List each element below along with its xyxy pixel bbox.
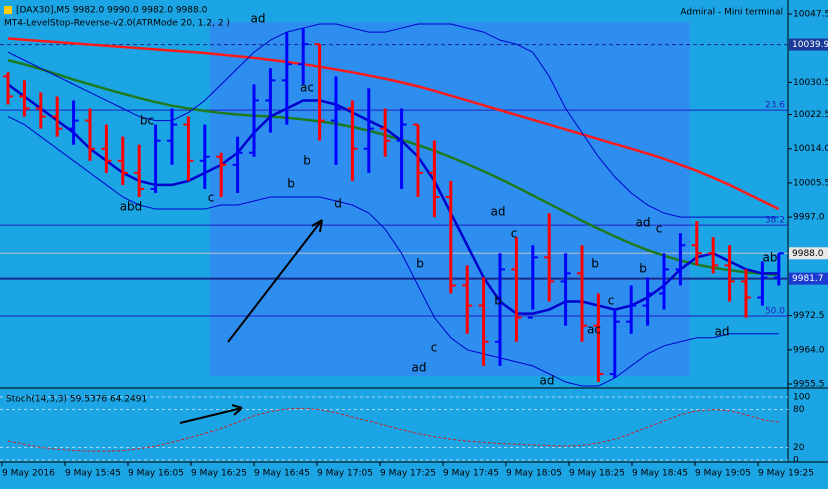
- annotation: ad: [491, 205, 506, 219]
- annotation: ad: [636, 216, 651, 230]
- annotation: b: [303, 154, 311, 168]
- x-tick-label: 9 May 17:25: [380, 469, 436, 479]
- stoch-tick-label: 20: [793, 443, 805, 453]
- stoch-tick-label: 0: [793, 456, 799, 466]
- x-tick-label: 9 May 19:25: [758, 469, 814, 479]
- indicator-line: [7, 37, 780, 211]
- annotation: c: [608, 294, 615, 308]
- annotation: ad: [715, 325, 730, 339]
- chart-title: [DAX30],M5 9982.0 9990.0 9982.0 9988.0: [16, 6, 208, 16]
- annotation: c: [656, 222, 663, 236]
- indicator-line: [7, 59, 779, 277]
- x-tick-label: 9 May 16:45: [254, 469, 310, 479]
- y-tick-label: 9972.5: [793, 311, 825, 321]
- arrow: [179, 404, 243, 424]
- annotation: c: [511, 227, 518, 241]
- stoch-tick-label: 100: [793, 393, 810, 403]
- x-tick-label: 9 May 18:45: [632, 469, 688, 479]
- indicator-line: [7, 116, 779, 387]
- x-tick-label: 9 May 18:05: [506, 469, 562, 479]
- y-tick-label: 10014.0: [793, 144, 828, 154]
- price-label: 10039.9: [792, 40, 828, 50]
- y-tick-label: 10047.5: [793, 10, 828, 20]
- annotation: ab: [763, 251, 778, 265]
- y-tick-label: 10030.5: [793, 78, 828, 88]
- x-tick-label: 9 May 18:25: [569, 469, 625, 479]
- y-tick-label: 10022.5: [793, 110, 828, 120]
- annotation: b: [494, 294, 502, 308]
- icon: [4, 6, 12, 14]
- annotation: b: [287, 177, 295, 191]
- y-tick-label: 9955.5: [793, 380, 825, 390]
- annotation: b: [639, 262, 647, 276]
- x-tick-label: 9 May 17:05: [317, 469, 373, 479]
- y-tick-label: 10005.5: [793, 178, 828, 188]
- price-label: 9981.7: [792, 274, 824, 284]
- fib-label: 50.0: [765, 307, 785, 317]
- indicator-label: MT4-LevelStop-Reverse-v2.0(ATRMode 20, 1…: [4, 19, 230, 29]
- annotation: c: [208, 191, 215, 205]
- indicator-line: [7, 83, 779, 315]
- corner-label: Admiral - Mini terminal: [680, 8, 783, 18]
- x-tick-label: 9 May 16:25: [191, 469, 247, 479]
- x-tick-label: 9 May 17:45: [443, 469, 499, 479]
- annotation: ac: [300, 81, 314, 95]
- annotation: ad: [251, 12, 266, 26]
- annotation: bc: [140, 114, 154, 128]
- stoch-line: [7, 407, 779, 452]
- x-tick-label: 9 May 15:45: [65, 469, 121, 479]
- y-tick-label: 9964.0: [793, 345, 825, 355]
- fib-label: 23.6: [765, 101, 785, 111]
- arrow: [227, 219, 323, 343]
- y-tick-label: 9997.0: [793, 213, 825, 223]
- annotation: c: [431, 341, 438, 355]
- annotation: d: [334, 197, 342, 211]
- x-tick-label: 9 May 2016: [2, 469, 55, 479]
- annotation: ac: [587, 323, 601, 337]
- price-box: [789, 247, 828, 260]
- annotation: b: [416, 257, 424, 271]
- indicator-line: [7, 23, 779, 218]
- annotation: b: [591, 257, 599, 271]
- annotation: ad: [412, 361, 427, 375]
- x-tick-label: 9 May 16:05: [128, 469, 184, 479]
- annotation: ad: [540, 374, 555, 388]
- annotation: abd: [120, 200, 143, 214]
- price-label: 9988.0: [792, 249, 824, 259]
- price-box: [789, 272, 828, 285]
- x-tick-label: 9 May 19:05: [695, 469, 751, 479]
- stoch-label: Stoch(14,3,3) 59.5376 64.2491: [6, 395, 147, 405]
- price-box: [789, 38, 828, 51]
- stoch-tick-label: 80: [793, 405, 805, 415]
- fib-label: 38.2: [765, 216, 785, 226]
